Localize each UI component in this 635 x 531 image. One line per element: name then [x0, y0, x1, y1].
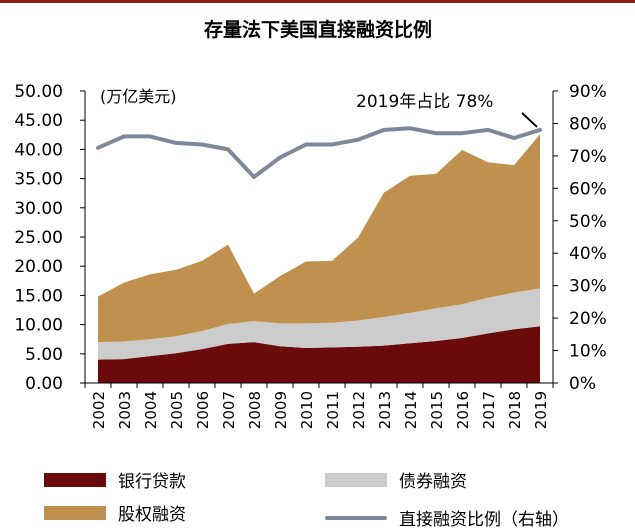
x-tick-label: 2019: [532, 391, 550, 429]
y-left-tick-label: 30.00: [14, 199, 63, 219]
x-tick-label: 2018: [506, 391, 524, 429]
legend-label-bond-financing: 债券融资: [399, 472, 467, 492]
y-right-tick-label: 70%: [569, 147, 607, 167]
y-left-tick-label: 40.00: [14, 140, 63, 160]
legend-label-direct-ratio: 直接融资比例（右轴）: [399, 510, 569, 530]
annotation-pointer: [521, 112, 538, 128]
legend-swatch-direct-ratio: [325, 515, 387, 520]
top-rule: [0, 0, 635, 3]
x-tick-label: 2004: [142, 391, 160, 429]
x-tick-label: 2017: [480, 391, 498, 429]
line-layer: [96, 126, 542, 179]
y-right-tick-label: 90%: [569, 82, 607, 102]
y-right-tick-label: 60%: [569, 179, 607, 199]
y-right-tick-label: 20%: [569, 309, 607, 329]
y-right-tick-label: 80%: [569, 114, 607, 134]
x-tick-label: 2014: [402, 391, 420, 429]
y-left-tick-label: 10.00: [14, 316, 63, 336]
y-left-tick-label: 15.00: [14, 286, 63, 306]
line-direct-ratio: [96, 126, 542, 179]
legend-item-bond-financing: 债券融资: [325, 467, 467, 492]
y-left-tick-label: 50.00: [14, 82, 63, 102]
x-tick-label: 2015: [428, 391, 446, 429]
y-axis-right: 0% 10% 20% 30% 40% 50% 60% 70% 80% 90%: [552, 82, 607, 394]
legend-swatch-equity-financing: [44, 505, 106, 520]
x-tick-label: 2012: [350, 391, 368, 429]
x-tick-label: 2016: [454, 391, 472, 429]
x-axis: 2002 2003 2004 2005 2006 2007 2008 2009 2010 2011…: [84, 382, 554, 429]
x-tick-label: 2009: [272, 391, 290, 429]
x-tick-label: 2002: [90, 391, 108, 429]
y-left-tick-label: 35.00: [14, 170, 63, 190]
unit-label: (万亿美元): [100, 87, 177, 106]
x-tick-label: 2003: [116, 391, 134, 429]
legend-item-equity-financing: 股权融资: [44, 500, 186, 525]
legend-item-bank-loans: 银行贷款: [44, 467, 186, 492]
y-axis-left: 0.00 5.00 10.00 15.00 20.00 25.00 30.00 35.00 40…: [14, 82, 86, 394]
y-right-tick-label: 10%: [569, 342, 607, 362]
x-tick-label: 2007: [220, 391, 238, 429]
y-left-tick-label: 20.00: [14, 257, 63, 277]
y-right-tick-label: 0%: [569, 374, 596, 394]
area-equity-financing: [98, 134, 540, 343]
y-right-tick-label: 40%: [569, 244, 607, 264]
area-bank-loans: [98, 326, 540, 383]
y-left-tick-label: 45.00: [14, 111, 63, 131]
y-left-tick-label: 0.00: [25, 374, 63, 394]
x-tick-label: 2011: [324, 391, 342, 429]
x-tick-label: 2008: [246, 391, 264, 429]
legend-label-bank-loans: 银行贷款: [118, 472, 186, 492]
y-left-tick-label: 25.00: [14, 228, 63, 248]
legend-label-equity-financing: 股权融资: [118, 505, 186, 525]
annotation-label: 2019年占比 78%: [356, 92, 493, 112]
y-right-tick-label: 30%: [569, 277, 607, 297]
x-tick-label: 2010: [298, 391, 316, 429]
chart-title: 存量法下美国直接融资比例: [204, 18, 432, 41]
x-tick-label: 2013: [376, 391, 394, 429]
y-right-tick-label: 50%: [569, 212, 607, 232]
legend-swatch-bank-loans: [44, 472, 106, 487]
legend-item-direct-ratio: 直接融资比例（右轴）: [325, 505, 569, 530]
x-tick-label: 2006: [194, 391, 212, 429]
x-tick-label: 2005: [168, 391, 186, 429]
y-left-tick-label: 5.00: [25, 345, 63, 365]
legend-swatch-bond-financing: [325, 472, 387, 487]
area-bond-financing: [98, 288, 540, 360]
area-layer: [98, 134, 540, 383]
